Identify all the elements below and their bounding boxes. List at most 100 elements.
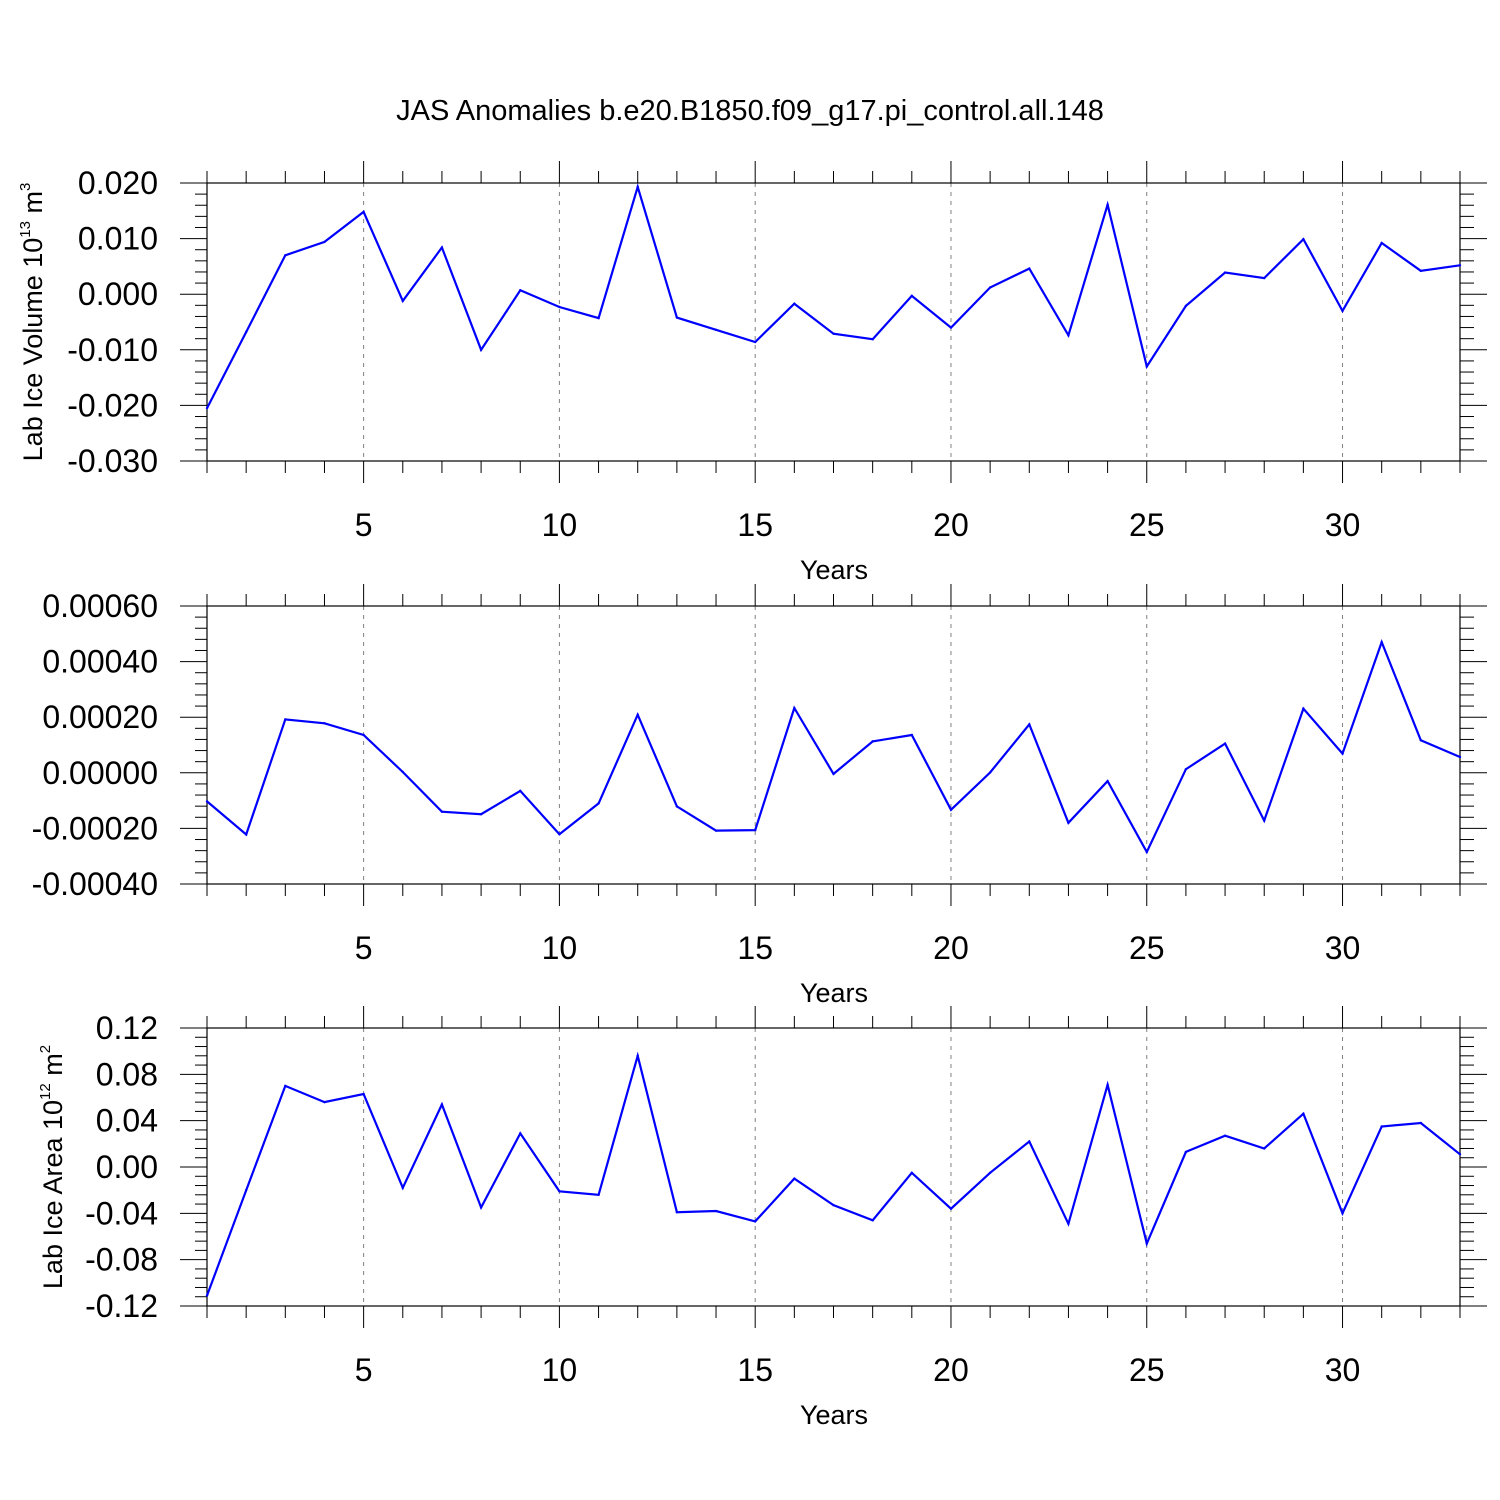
x-tick-label: 20 xyxy=(933,1352,969,1388)
data-point xyxy=(362,210,365,214)
data-point xyxy=(793,1177,796,1180)
data-point xyxy=(1419,1121,1423,1125)
x-tick-label: 25 xyxy=(1129,1352,1165,1388)
data-point xyxy=(675,1210,679,1214)
y-tick-label: 0.00000 xyxy=(42,755,158,791)
data-point xyxy=(1145,850,1148,854)
data-point xyxy=(1067,334,1070,337)
data-point xyxy=(871,1219,874,1222)
data-point xyxy=(1184,1150,1188,1154)
y-tick-label: 0.00060 xyxy=(42,588,158,624)
chart-panel-3: -0.12 -0.08 -0.04 0.00 0.04 0.08 0.12 5 10 15 20 25… xyxy=(37,1006,1487,1430)
data-point xyxy=(1302,1112,1305,1115)
x-tick-label: 30 xyxy=(1325,1352,1361,1388)
data-point xyxy=(832,1204,835,1207)
data-point xyxy=(597,802,600,805)
x-axis-label: Years xyxy=(800,978,868,1008)
data-point xyxy=(1184,767,1188,771)
x-tick-label: 30 xyxy=(1325,507,1361,543)
data-point xyxy=(401,1186,404,1190)
data-point xyxy=(519,1132,522,1135)
data-point xyxy=(714,1209,718,1213)
data-point xyxy=(949,808,953,811)
data-point xyxy=(244,330,248,334)
y-axis-label: Lab Ice Volume 1013 m3 xyxy=(17,183,48,462)
y-axis-label-superscript: 12 xyxy=(37,1083,54,1100)
data-point xyxy=(479,1206,483,1209)
x-tick-label: 15 xyxy=(737,930,773,966)
data-point xyxy=(1223,742,1227,745)
data-point xyxy=(479,813,483,816)
data-point xyxy=(910,294,914,298)
y-tick-label: 0.000 xyxy=(78,276,158,312)
data-point xyxy=(284,254,287,257)
data-point xyxy=(1380,241,1383,245)
data-point xyxy=(675,316,679,319)
data-point xyxy=(323,722,326,725)
y-tick-label: 0.04 xyxy=(96,1103,158,1139)
y-tick-label: -0.08 xyxy=(85,1242,158,1278)
data-point xyxy=(597,1193,600,1197)
data-point xyxy=(1341,309,1344,313)
data-point xyxy=(205,800,209,803)
data-point xyxy=(1263,819,1266,822)
data-point xyxy=(597,316,600,320)
data-point xyxy=(1263,276,1266,280)
data-point xyxy=(1458,264,1462,267)
y-axis-label-superscript: 3 xyxy=(17,183,34,191)
y-axis-label-part: m xyxy=(18,191,48,221)
data-point xyxy=(675,805,679,808)
data-point xyxy=(1458,1153,1462,1156)
data-point xyxy=(949,1207,953,1210)
data-point xyxy=(1341,1212,1344,1215)
x-tick-label: 25 xyxy=(1129,930,1165,966)
x-tick-label: 10 xyxy=(542,930,578,966)
x-tick-label: 5 xyxy=(355,507,373,543)
y-tick-label: 0.00040 xyxy=(42,644,158,680)
data-point xyxy=(753,340,757,344)
data-point xyxy=(1263,1147,1266,1150)
data-point xyxy=(479,348,483,351)
data-point xyxy=(988,1171,992,1174)
data-point xyxy=(1302,707,1305,710)
x-axis-label: Years xyxy=(800,1400,868,1430)
data-point xyxy=(1145,365,1148,368)
y-axis-label-part: Lab Ice Volume 10 xyxy=(18,238,48,462)
data-point xyxy=(636,185,639,189)
y-tick-label: 0.00020 xyxy=(42,699,158,735)
data-point xyxy=(440,246,444,249)
data-point xyxy=(244,833,248,836)
data-point xyxy=(1067,821,1070,825)
data-point xyxy=(558,833,561,836)
y-tick-label: 0.010 xyxy=(78,221,158,257)
data-point xyxy=(1458,755,1462,759)
y-tick-label: 0.00 xyxy=(96,1149,158,1185)
y-tick-label: 0.020 xyxy=(78,165,158,201)
data-point xyxy=(323,1100,326,1104)
data-point xyxy=(401,770,404,774)
y-tick-label: -0.010 xyxy=(67,332,158,368)
data-point xyxy=(1106,203,1109,206)
y-tick-label: -0.00040 xyxy=(32,866,158,902)
data-point xyxy=(636,713,639,716)
data-point xyxy=(753,828,757,832)
data-point xyxy=(1106,1083,1109,1086)
data-point xyxy=(832,332,835,335)
y-tick-label: -0.04 xyxy=(85,1195,158,1231)
y-tick-label: -0.030 xyxy=(67,443,158,479)
data-point xyxy=(284,718,287,721)
data-point xyxy=(714,829,718,832)
chart-panel-1: -0.030 -0.020 -0.010 0.000 0.010 0.020 5 10 15 20… xyxy=(17,161,1487,585)
data-point xyxy=(988,771,992,774)
data-point xyxy=(440,1103,444,1106)
data-point xyxy=(362,1092,365,1096)
data-point xyxy=(753,1220,757,1223)
data-point xyxy=(205,1294,209,1297)
x-tick-label: 5 xyxy=(355,1352,373,1388)
x-tick-label: 30 xyxy=(1325,930,1361,966)
data-point xyxy=(1419,269,1423,273)
data-point xyxy=(323,240,326,244)
x-tick-label: 20 xyxy=(933,930,969,966)
y-tick-label: 0.12 xyxy=(96,1010,158,1046)
